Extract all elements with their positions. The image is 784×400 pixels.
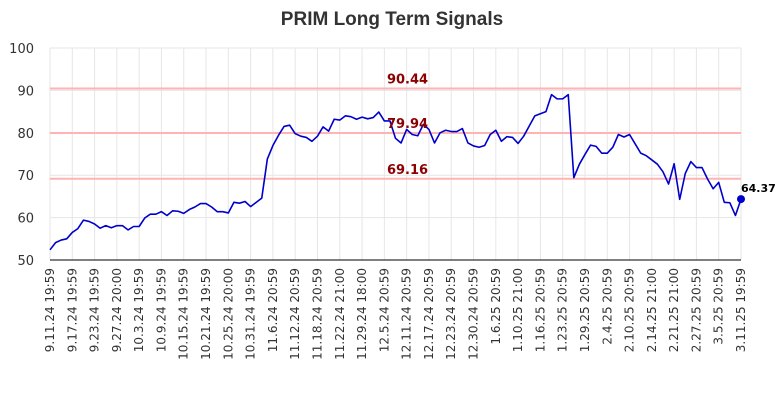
- x-tick-label: 1.16.25 20:59: [533, 268, 547, 352]
- x-tick-label: 1.23.25 20:59: [556, 268, 570, 352]
- y-tick-label: 90: [17, 84, 34, 99]
- x-tick-labels: 9.11.24 19:59 9.17.24 19:59 9.23.24 19:59 9…: [43, 268, 748, 360]
- y-tick-label: 60: [17, 212, 34, 227]
- x-tick-label: 3.5.25 20:59: [712, 268, 726, 345]
- x-tick-label: 1.6.25 20:59: [489, 268, 503, 345]
- x-tick-label: 12.23.24 20:59: [444, 268, 458, 360]
- x-tick-label: 10.31.24 19:59: [244, 268, 258, 360]
- x-tick-label: 1.29.25 20:59: [578, 268, 592, 352]
- x-tick-label: 2.21.25 21:00: [667, 268, 681, 352]
- x-tick-label: 10.15.24 19:59: [177, 268, 191, 360]
- series-line: [49, 93, 742, 251]
- signal-labels: 90.44 79.94 69.16: [387, 73, 428, 178]
- x-tick-label: 2.4.25 20:59: [600, 268, 614, 345]
- signal-label: 69.16: [387, 163, 428, 178]
- x-tick-label: 9.11.24 19:59: [43, 268, 57, 352]
- y-tick-label: 100: [9, 42, 34, 57]
- x-tick-label: 11.29.24 18:00: [355, 268, 369, 360]
- x-tick-label: 9.17.24 19:59: [65, 268, 79, 352]
- x-tick-label: 2.27.25 20:59: [689, 268, 703, 352]
- signal-lines: [50, 87, 741, 180]
- x-tick-label: 2.10.25 20:59: [623, 268, 637, 352]
- last-point-label: 64.37: [741, 182, 776, 195]
- x-tick-label: 11.6.24 20:59: [266, 268, 280, 352]
- y-tick-label: 80: [17, 127, 34, 142]
- x-tick-label: 12.11.24 20:59: [400, 268, 414, 360]
- x-tick-label: 10.21.24 19:59: [199, 268, 213, 360]
- x-tick-label: 11.12.24 20:59: [288, 268, 302, 360]
- x-tick-label: 10.3.24 19:59: [132, 268, 146, 352]
- x-tick-label: 10.9.24 19:59: [154, 268, 168, 352]
- last-point-marker: [737, 195, 745, 204]
- x-tick-label: 1.10.25 21:00: [511, 268, 525, 352]
- signal-label: 79.94: [387, 117, 428, 132]
- chart-title: PRIM Long Term Signals: [281, 9, 503, 30]
- x-tick-label: 12.17.24 20:59: [422, 268, 436, 360]
- y-tick-labels: 50 60 70 80 90 100: [9, 42, 34, 269]
- x-tick-label: 12.30.24 20:59: [467, 268, 481, 360]
- signal-label: 90.44: [387, 73, 428, 88]
- x-tick-label: 11.18.24 20:59: [310, 268, 324, 360]
- last-point-group: 64.37: [737, 182, 776, 204]
- x-tick-label: 10.25.24 20:00: [221, 268, 235, 360]
- x-tick-label: 3.11.25 19:59: [734, 268, 748, 352]
- series-group: [49, 93, 742, 251]
- x-tick-label: 2.14.25 21:00: [645, 268, 659, 352]
- x-tick-label: 9.27.24 20:00: [110, 268, 124, 352]
- x-tick-label: 9.23.24 19:59: [88, 268, 102, 352]
- x-tick-label: 12.5.24 20:59: [377, 268, 391, 352]
- y-tick-label: 70: [17, 169, 34, 184]
- x-tick-label: 11.22.24 21:00: [333, 268, 347, 360]
- y-tick-label: 50: [17, 254, 34, 269]
